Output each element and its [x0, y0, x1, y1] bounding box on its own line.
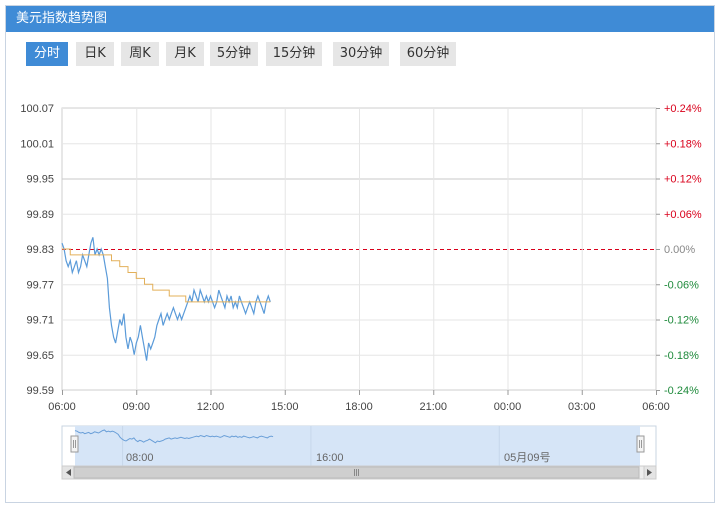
navigator-label: 16:00: [316, 452, 344, 464]
y-axis-left: 100.07 100.01 99.95 99.89 99.83 99.77 99.71 99.…: [20, 103, 54, 397]
tab-month-k[interactable]: 月K: [166, 42, 204, 66]
chart-series: [61, 237, 271, 361]
navigator-ticks: [122, 426, 500, 466]
y-tick-label: 99.77: [26, 279, 54, 291]
pct-tick-label: 0.00%: [664, 244, 695, 256]
tab-60min[interactable]: 60分钟: [400, 42, 456, 66]
x-tick-label: 18:00: [345, 401, 373, 413]
y-tick-label: 99.71: [26, 315, 54, 327]
average-line: [62, 248, 271, 303]
y-tick-label: 99.83: [26, 244, 54, 256]
pct-tick-label: -0.24%: [664, 385, 699, 397]
navigator-right-handle[interactable]: [636, 435, 645, 453]
arrow-right-icon: [647, 469, 652, 476]
x-tick-label: 06:00: [642, 401, 670, 413]
pct-tick-label: +0.12%: [664, 174, 702, 186]
tab-day-k[interactable]: 日K: [76, 42, 114, 66]
pct-tick-label: +0.18%: [664, 138, 702, 150]
y-axis-right: +0.24% +0.18% +0.12% +0.06% 0.00% -0.06% -0.12…: [656, 103, 702, 397]
tab-week-k[interactable]: 周K: [121, 42, 159, 66]
x-axis: 06:00 09:00 12:00 15:00 18:00 21:00 00:00 03:00…: [48, 390, 670, 413]
tab-5min[interactable]: 5分钟: [210, 42, 258, 66]
panel-title: 美元指数趋势图: [16, 11, 108, 26]
tab-30min[interactable]: 30分钟: [333, 42, 389, 66]
pct-tick-label: -0.12%: [664, 315, 699, 327]
tab-fenshi[interactable]: 分时: [26, 42, 68, 66]
pct-tick-label: -0.06%: [664, 279, 699, 291]
navigator-label: 05月09号: [504, 451, 550, 464]
navigator-left-handle[interactable]: [70, 435, 79, 453]
scrollbar[interactable]: [61, 465, 657, 480]
y-tick-label: 99.65: [26, 350, 54, 362]
y-tick-label: 99.95: [26, 174, 54, 186]
x-tick-label: 03:00: [568, 401, 596, 413]
navigator-selection[interactable]: [75, 426, 640, 466]
y-tick-label: 99.89: [26, 209, 54, 221]
pct-tick-label: -0.18%: [664, 350, 699, 362]
pct-tick-label: +0.24%: [664, 103, 702, 115]
panel-header: 美元指数趋势图: [6, 6, 714, 32]
chart-panel: 美元指数趋势图: [5, 5, 715, 503]
x-tick-label: 09:00: [122, 401, 150, 413]
x-tick-label: 00:00: [494, 401, 522, 413]
x-tick-label: 06:00: [48, 401, 76, 413]
x-tick-label: 21:00: [419, 401, 447, 413]
tab-15min[interactable]: 15分钟: [266, 42, 322, 66]
y-tick-label: 99.59: [26, 385, 54, 397]
y-tick-label: 100.01: [20, 138, 54, 150]
pct-tick-label: +0.06%: [664, 209, 702, 221]
arrow-left-icon: [66, 469, 71, 476]
price-line: [61, 237, 271, 361]
navigator-label: 08:00: [126, 452, 154, 464]
navigator-line: [74, 429, 274, 444]
x-tick-label: 15:00: [271, 401, 299, 413]
x-tick-label: 12:00: [197, 401, 225, 413]
y-tick-label: 100.07: [20, 103, 54, 115]
navigator[interactable]: 08:00 16:00 05月09号: [61, 425, 657, 467]
